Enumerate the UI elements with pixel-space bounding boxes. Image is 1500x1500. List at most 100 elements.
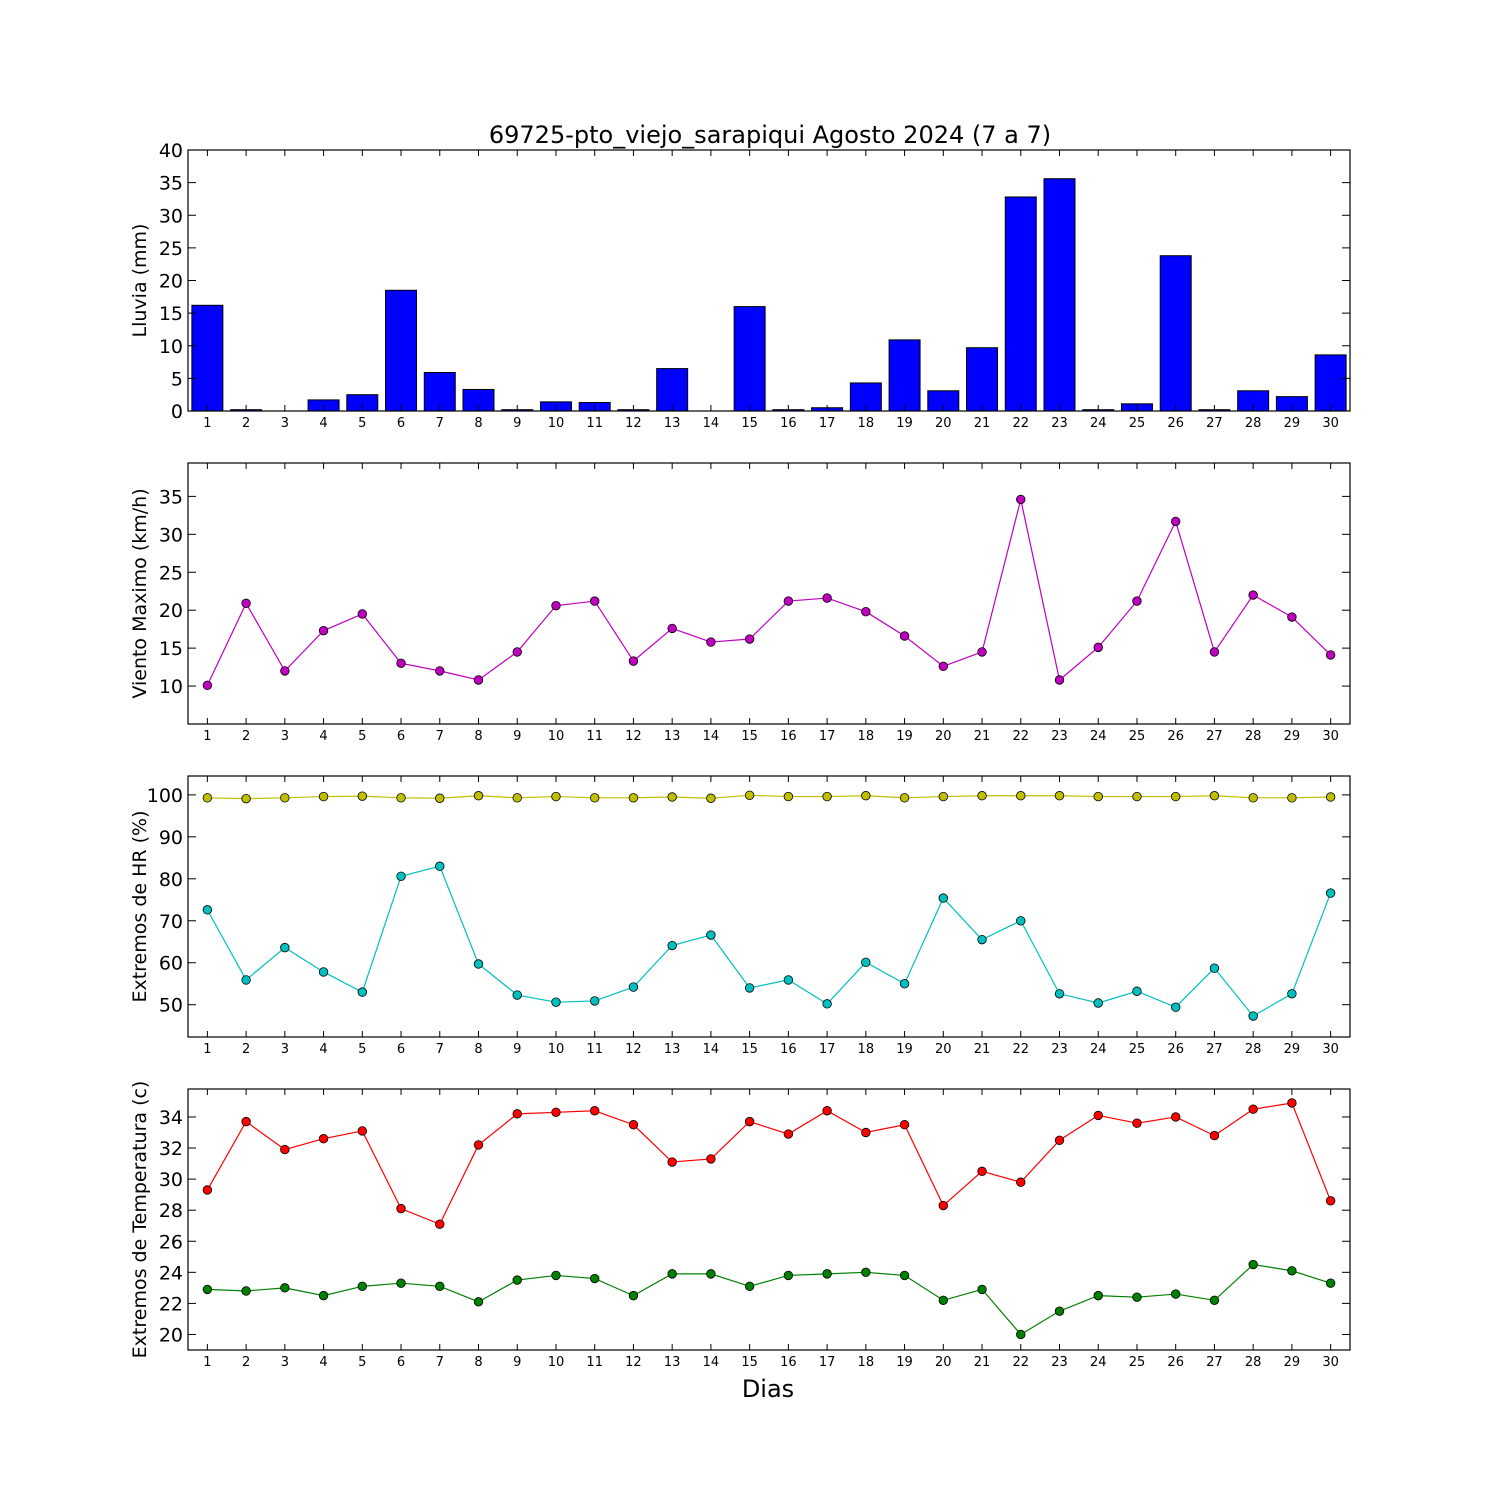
data-point [551, 1107, 561, 1118]
data-point [1054, 989, 1065, 999]
x-tick-label: 8 [474, 1355, 482, 1370]
data-point [396, 793, 406, 803]
x-tick-label: 24 [1090, 416, 1107, 431]
data-point [938, 1200, 949, 1211]
data-point [1054, 1306, 1065, 1316]
plot-frame [187, 462, 1351, 725]
data-point [1054, 675, 1065, 685]
data-point [783, 1270, 794, 1281]
x-tick-label: 19 [896, 1355, 913, 1370]
x-tick-label: 16 [780, 416, 797, 431]
data-point [512, 793, 522, 803]
data-point [861, 791, 871, 801]
y-tick-label: 32 [159, 1138, 183, 1160]
y-tick-label: 20 [159, 1324, 183, 1346]
data-point [1325, 1278, 1336, 1288]
x-tick-label: 22 [1012, 729, 1029, 744]
data-point [822, 791, 832, 802]
x-tick-label: 8 [474, 1042, 482, 1057]
x-tick-label: 11 [586, 729, 603, 744]
series-line [206, 865, 1332, 1017]
x-tick-label: 19 [896, 416, 913, 431]
data-point [744, 1281, 755, 1292]
x-tick-label: 7 [436, 1042, 444, 1057]
data-point [977, 791, 987, 801]
data-point [280, 1144, 290, 1155]
data-point [318, 1134, 329, 1144]
x-tick-label: 12 [625, 729, 642, 744]
data-point [938, 661, 949, 672]
x-tick-label: 23 [1051, 1355, 1068, 1370]
x-tick-label: 6 [397, 416, 405, 431]
x-tick-label: 8 [474, 416, 482, 431]
x-tick-label: 29 [1284, 1355, 1301, 1370]
chart-title: 69725-pto_viejo_sarapiqui Agosto 2024 (7… [489, 121, 1051, 149]
data-point [1016, 1329, 1026, 1340]
x-tick-label: 5 [358, 729, 366, 744]
y-tick-label: 5 [171, 368, 183, 390]
x-tick-label: 25 [1129, 416, 1146, 431]
y-tick-label: 15 [159, 638, 183, 660]
x-tick-label: 20 [935, 416, 952, 431]
x-tick-label: 17 [819, 1042, 836, 1057]
data-point [1325, 650, 1336, 660]
x-tick-label: 25 [1129, 1042, 1146, 1057]
x-tick-label: 18 [858, 729, 875, 744]
y-tick-label: 90 [159, 827, 183, 849]
y-tick-label: 25 [159, 238, 183, 260]
x-tick-label: 1 [203, 1355, 211, 1370]
y-tick-label: 20 [159, 600, 183, 622]
data-point [318, 791, 329, 802]
y-tick-label: 10 [159, 336, 183, 358]
bar [385, 289, 418, 412]
data-point [1132, 1118, 1142, 1128]
data-point [822, 593, 832, 603]
x-tick-label: 13 [664, 1355, 681, 1370]
x-tick-label: 15 [741, 1042, 758, 1057]
data-point [1209, 963, 1220, 973]
x-tick-label: 4 [319, 416, 327, 431]
x-tick-label: 15 [741, 1355, 758, 1370]
x-tick-label: 28 [1245, 1042, 1262, 1057]
x-tick-label: 12 [625, 1042, 642, 1057]
x-tick-label: 9 [513, 1042, 521, 1057]
data-point [899, 631, 910, 641]
y-tick-label: 34 [159, 1107, 183, 1129]
x-tick-label: 9 [513, 1355, 521, 1370]
x-tick-label: 22 [1012, 1355, 1029, 1370]
data-point [783, 975, 794, 985]
series-line [207, 794, 1331, 800]
data-point [667, 1269, 677, 1279]
data-point [667, 1157, 677, 1167]
x-tick-label: 6 [397, 1042, 405, 1057]
data-point [977, 1166, 987, 1177]
x-tick-label: 21 [974, 1042, 991, 1057]
data-point [977, 647, 987, 657]
y-axis-label: Extremos de Temperatura (c) [129, 1081, 151, 1359]
data-point [435, 1281, 445, 1292]
data-point [551, 997, 561, 1007]
x-tick-label: 17 [819, 416, 836, 431]
data-point [1093, 791, 1103, 802]
data-point [899, 1270, 910, 1281]
data-point [1287, 989, 1297, 999]
data-point [744, 790, 755, 801]
data-point [280, 793, 290, 803]
x-tick-label: 12 [625, 416, 642, 431]
data-point [280, 666, 290, 676]
data-point [628, 1120, 639, 1130]
data-point [435, 1219, 445, 1229]
x-tick-label: 25 [1129, 1355, 1146, 1370]
data-point [396, 1278, 406, 1288]
x-tick-label: 2 [242, 416, 250, 431]
y-tick-label: 25 [159, 562, 183, 584]
data-point [357, 987, 368, 997]
bar [423, 372, 456, 412]
x-tick-label: 29 [1284, 416, 1301, 431]
data-point [706, 637, 716, 647]
bar [1159, 255, 1192, 412]
plot-frame [187, 775, 1351, 1038]
y-axis-label: Lluvia (mm) [129, 224, 151, 338]
data-point [861, 957, 871, 968]
